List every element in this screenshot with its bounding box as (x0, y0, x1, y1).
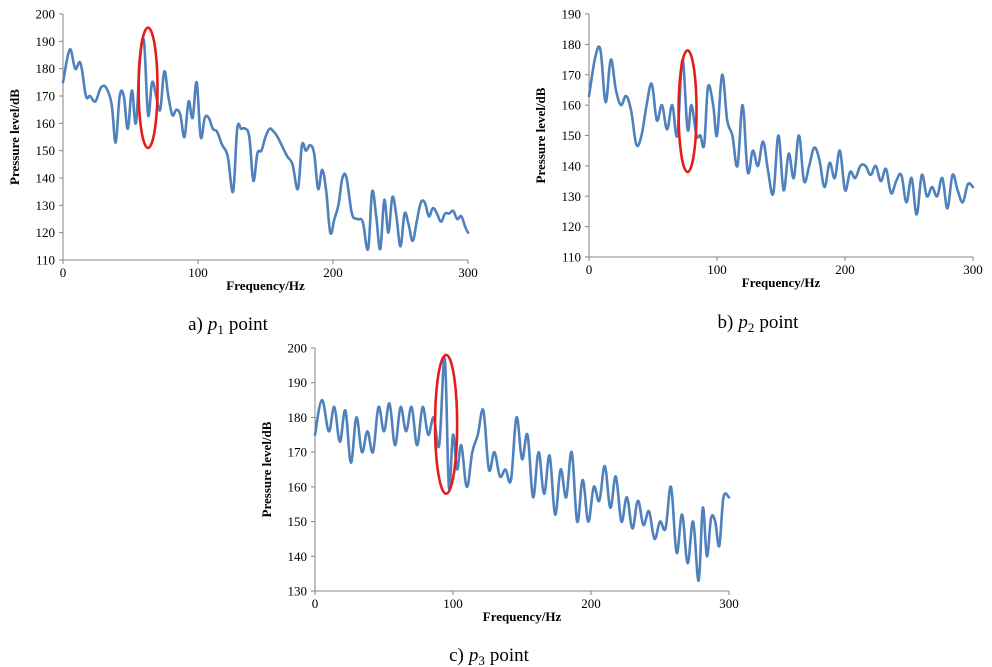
x-tick-label: 100 (188, 265, 208, 280)
y-tick-label: 150 (562, 128, 582, 143)
y-tick-label: 110 (562, 250, 581, 265)
x-tick-label: 0 (312, 596, 319, 611)
chart-p1: 110 120 130 140 150 160 170 180 190 200 0 100 200 300… (7, 7, 478, 338)
x-tick-label: 100 (707, 262, 727, 277)
caption-prefix: c) (449, 645, 464, 666)
chart-p2: 110 120 130 140 150 160 170 180 190 0 100 200 300 Fre… (533, 7, 983, 336)
y-tick-label: 190 (288, 375, 308, 390)
x-axis-label: Frequency/Hz (742, 275, 821, 290)
y-axis-label: Pressure level/dB (533, 87, 548, 183)
caption-suffix: point (229, 314, 269, 335)
chart-caption: a) p1 point (188, 314, 269, 337)
y-axis-label: Pressure level/dB (7, 89, 22, 185)
y-tick-label: 140 (36, 171, 56, 186)
caption-subscript: 2 (748, 320, 755, 335)
caption-subscript: 3 (478, 653, 485, 667)
chart-caption: b) p2 point (718, 312, 800, 335)
y-tick-label: 160 (562, 98, 582, 113)
x-axis-label: Frequency/Hz (226, 278, 305, 293)
x-tick-label: 300 (458, 265, 478, 280)
x-tick-label: 0 (586, 262, 593, 277)
y-tick-label: 200 (36, 7, 56, 22)
x-tick-label: 100 (443, 596, 463, 611)
y-tick-label: 160 (288, 479, 308, 494)
x-axis-label: Frequency/Hz (483, 609, 562, 624)
series-line (313, 357, 731, 582)
y-tick-label: 190 (36, 34, 56, 49)
x-tick-label: 200 (835, 262, 855, 277)
y-tick-label: 140 (288, 549, 308, 564)
x-tick-label: 200 (323, 265, 343, 280)
y-tick-label: 180 (288, 410, 308, 425)
y-tick-label: 120 (36, 225, 56, 240)
y-axis-label: Pressure level/dB (259, 421, 274, 517)
y-tick-label: 180 (36, 61, 56, 76)
x-tick-label: 300 (719, 596, 739, 611)
y-tick-label: 150 (36, 143, 56, 158)
caption-prefix: a) (188, 314, 203, 335)
y-tick-label: 190 (562, 7, 582, 22)
y-tick-label: 110 (36, 253, 55, 268)
peak-highlight-ellipse (137, 26, 159, 150)
caption-suffix: point (490, 645, 530, 666)
chart-caption: c) p3 point (449, 645, 530, 667)
caption-suffix: point (759, 312, 799, 333)
y-tick-label: 130 (36, 198, 56, 213)
series-line (61, 36, 470, 251)
caption-variable: p (736, 312, 748, 333)
caption-variable: p (206, 314, 218, 335)
x-tick-label: 200 (581, 596, 601, 611)
caption-variable: p (467, 645, 479, 666)
y-tick-label: 170 (288, 445, 308, 460)
peak-highlight-ellipse (677, 49, 698, 174)
y-tick-label: 160 (36, 116, 56, 131)
caption-subscript: 1 (217, 322, 224, 337)
y-tick-label: 180 (562, 37, 582, 52)
series-line (587, 45, 975, 216)
y-tick-label: 170 (562, 67, 582, 82)
caption-prefix: b) (718, 312, 734, 333)
y-tick-label: 170 (36, 89, 56, 104)
y-tick-label: 120 (562, 219, 582, 234)
chart-p3: 130 140 150 160 170 180 190 200 0 100 200 300 Freque… (259, 341, 739, 667)
peak-highlight-ellipse (433, 353, 459, 496)
y-tick-label: 150 (288, 514, 308, 529)
y-tick-label: 130 (562, 189, 582, 204)
y-tick-label: 140 (562, 158, 582, 173)
y-tick-label: 200 (288, 341, 308, 356)
y-tick-label: 130 (288, 584, 308, 599)
x-tick-label: 300 (963, 262, 983, 277)
x-tick-label: 0 (60, 265, 67, 280)
